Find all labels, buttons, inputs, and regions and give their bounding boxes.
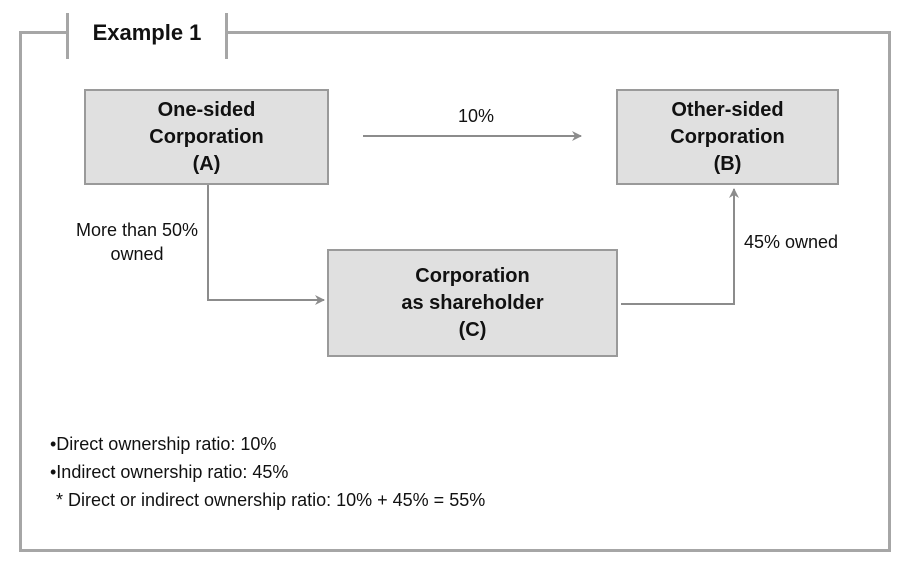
box-corporation-as-shareholder: Corporation as shareholder (C): [327, 249, 618, 357]
title-tab: Example 1: [66, 13, 228, 59]
title-tab-right-bar: [225, 13, 228, 59]
box-b-line-2: Corporation: [670, 125, 785, 148]
box-a-line-2: Corporation: [149, 125, 264, 148]
box-a-line-1: One-sided: [157, 98, 256, 121]
box-b-line-3: (B): [713, 152, 742, 175]
edge-label-a-to-b: 10%: [457, 106, 495, 126]
diagram-title: Example 1: [92, 20, 202, 45]
edge-label-c-to-b: 45% owned: [744, 232, 839, 252]
title-tab-left-bar: [66, 13, 69, 59]
note-total-ratio: * Direct or indirect ownership ratio: 10…: [56, 490, 486, 510]
box-b-line-1: Other-sided: [671, 98, 784, 121]
note-indirect-ratio: •Indirect ownership ratio: 45%: [50, 462, 289, 482]
box-a-line-3: (A): [192, 152, 221, 175]
edge-label-a-to-c-line-1: More than 50%: [75, 220, 199, 240]
box-other-sided-corporation: Other-sided Corporation (B): [616, 89, 839, 185]
box-c-line-3: (C): [458, 318, 487, 341]
notes: •Direct ownership ratio: 10% •Indirect o…: [50, 430, 485, 514]
edge-label-a-to-c-line-2: owned: [110, 244, 164, 264]
note-direct-ratio: •Direct ownership ratio: 10%: [50, 434, 277, 454]
box-c-line-1: Corporation: [415, 264, 530, 287]
arrow-c-to-b: [621, 188, 739, 305]
box-one-sided-corporation: One-sided Corporation (A): [84, 89, 329, 185]
arrow-a-to-c: [207, 185, 325, 305]
example-frame: [19, 31, 891, 552]
edge-label-a-to-c: More than 50% owned: [62, 218, 212, 266]
box-c-line-2: as shareholder: [401, 291, 544, 314]
